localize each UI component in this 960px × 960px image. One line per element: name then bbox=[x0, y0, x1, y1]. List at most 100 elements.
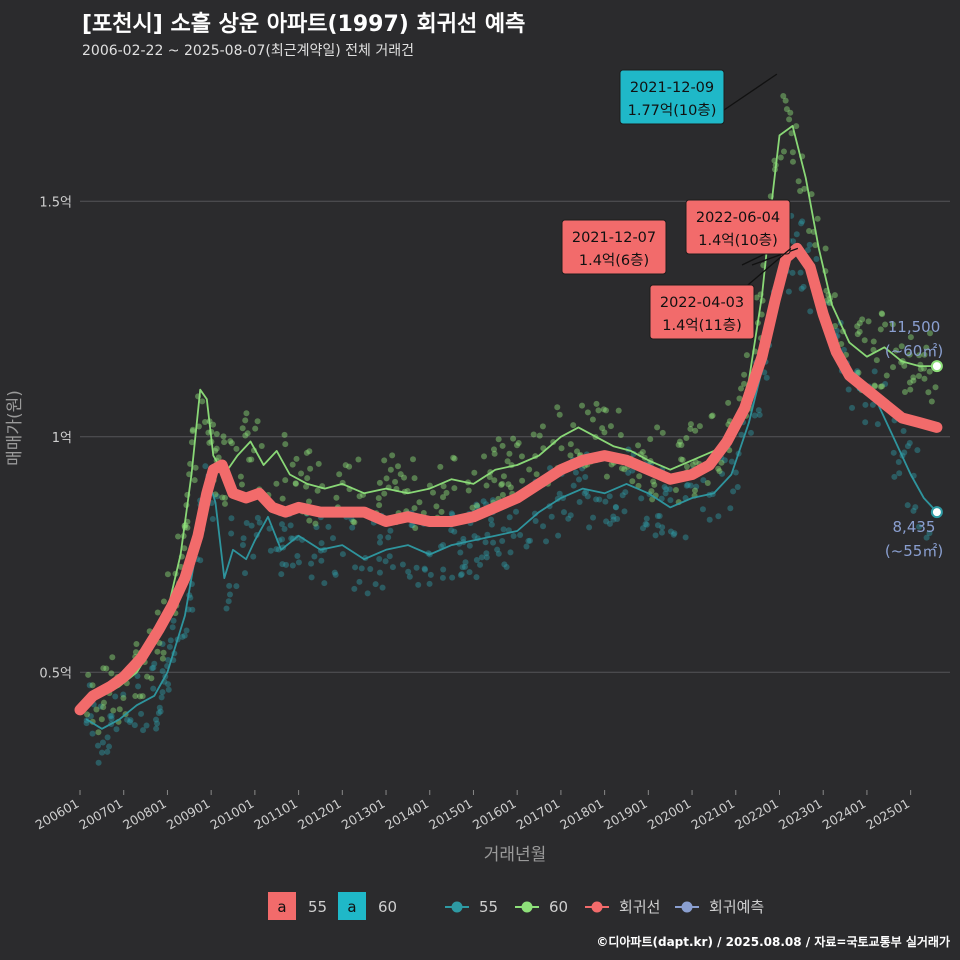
scatter-point-55 bbox=[138, 710, 145, 717]
scatter-point-60 bbox=[451, 455, 458, 462]
series-line-회귀선 bbox=[74, 242, 943, 716]
legend-item-label: 55 bbox=[479, 898, 498, 916]
scatter-point-60 bbox=[215, 454, 222, 461]
scatter-point-55 bbox=[683, 482, 690, 489]
scatter-point-55 bbox=[895, 459, 902, 466]
scatter-point-60 bbox=[715, 465, 722, 472]
scatter-point-55 bbox=[755, 407, 762, 414]
series-end-value-55: 8,435 bbox=[893, 518, 936, 536]
scatter-point-60 bbox=[871, 383, 878, 390]
scatter-point-55 bbox=[165, 686, 172, 693]
scatter-point-55 bbox=[610, 516, 617, 523]
scatter-point-55 bbox=[332, 571, 339, 578]
x-tick-label: 200601 bbox=[33, 796, 82, 833]
scatter-point-60 bbox=[636, 473, 643, 480]
scatter-point-60 bbox=[228, 440, 235, 447]
scatter-point-55 bbox=[405, 568, 412, 575]
scatter-point-60 bbox=[490, 446, 497, 453]
scatter-point-60 bbox=[282, 477, 289, 484]
scatter-point-60 bbox=[743, 352, 750, 359]
scatter-point-60 bbox=[505, 481, 512, 488]
scatter-point-55 bbox=[483, 550, 490, 557]
scatter-point-60 bbox=[526, 466, 533, 473]
scatter-point-55 bbox=[321, 580, 328, 587]
scatter-point-55 bbox=[727, 505, 734, 512]
scatter-point-55 bbox=[107, 713, 114, 720]
legend-key-label: 55 bbox=[308, 898, 327, 916]
scatter-point-60 bbox=[873, 357, 880, 364]
scatter-point-60 bbox=[738, 385, 745, 392]
scatter-point-55 bbox=[239, 542, 246, 549]
scatter-point-55 bbox=[619, 492, 626, 499]
scatter-point-55 bbox=[399, 561, 406, 568]
scatter-point-60 bbox=[100, 704, 107, 711]
scatter-point-60 bbox=[481, 453, 488, 460]
scatter-point-60 bbox=[273, 480, 280, 487]
scatter-point-55 bbox=[596, 496, 603, 503]
scatter-point-55 bbox=[871, 368, 878, 375]
scatter-point-55 bbox=[349, 524, 356, 531]
scatter-point-55 bbox=[426, 580, 433, 587]
x-axis: 2006012007012008012009012010012011012012… bbox=[33, 790, 912, 832]
scatter-point-60 bbox=[154, 648, 161, 655]
scatter-point-55 bbox=[540, 523, 547, 530]
scatter-point-60 bbox=[258, 443, 265, 450]
scatter-point-55 bbox=[896, 470, 903, 477]
scatter-point-55 bbox=[179, 633, 186, 640]
scatter-point-60 bbox=[648, 488, 655, 495]
scatter-point-55 bbox=[266, 525, 273, 532]
scatter-point-60 bbox=[593, 400, 600, 407]
scatter-point-55 bbox=[658, 529, 665, 536]
scatter-point-55 bbox=[510, 532, 517, 539]
scatter-point-55 bbox=[473, 574, 480, 581]
scatter-point-60 bbox=[219, 494, 226, 501]
scatter-point-55 bbox=[471, 533, 478, 540]
scatter-point-55 bbox=[500, 526, 507, 533]
scatter-point-60 bbox=[191, 477, 198, 484]
legend-marker bbox=[591, 901, 603, 913]
scatter-point-55 bbox=[329, 535, 336, 542]
scatter-point-60 bbox=[389, 452, 396, 459]
scatter-point-55 bbox=[131, 722, 138, 729]
scatter-point-55 bbox=[358, 565, 365, 572]
scatter-point-55 bbox=[813, 256, 820, 263]
scatter-point-60 bbox=[192, 464, 199, 471]
scatter-point-60 bbox=[861, 337, 868, 344]
scatter-point-55 bbox=[104, 734, 111, 741]
scatter-point-55 bbox=[99, 749, 106, 756]
scatter-point-55 bbox=[565, 515, 572, 522]
x-tick-label: 202201 bbox=[732, 796, 781, 833]
scatter-point-55 bbox=[606, 493, 613, 500]
scatter-point-60 bbox=[615, 407, 622, 414]
scatter-point-55 bbox=[157, 708, 164, 715]
legend-item-label: 회귀예측 bbox=[709, 898, 764, 916]
scatter-point-55 bbox=[640, 525, 647, 532]
annotation-date: 2021-12-09 bbox=[630, 80, 714, 96]
scatter-point-55 bbox=[576, 498, 583, 505]
scatter-point-60 bbox=[603, 473, 610, 480]
scatter-point-55 bbox=[621, 508, 628, 515]
scatter-point-55 bbox=[112, 693, 119, 700]
scatter-point-55 bbox=[700, 477, 707, 484]
x-tick-label: 201001 bbox=[208, 796, 257, 833]
scatter-point-55 bbox=[904, 502, 911, 509]
scatter-point-60 bbox=[855, 369, 862, 376]
scatter-point-60 bbox=[246, 456, 253, 463]
scatter-point-60 bbox=[736, 395, 743, 402]
scatter-point-60 bbox=[915, 373, 922, 380]
scatter-point-55 bbox=[612, 503, 619, 510]
scatter-point-60 bbox=[342, 462, 349, 469]
scatter-point-60 bbox=[243, 410, 250, 417]
scatter-point-60 bbox=[307, 465, 314, 472]
scatter-point-60 bbox=[780, 92, 787, 99]
scatter-point-60 bbox=[932, 384, 939, 391]
scatter-point-55 bbox=[308, 560, 315, 567]
scatter-point-60 bbox=[859, 316, 866, 323]
scatter-point-55 bbox=[687, 482, 694, 489]
scatter-point-55 bbox=[732, 469, 739, 476]
scatter-point-55 bbox=[747, 429, 754, 436]
scatter-point-55 bbox=[451, 528, 458, 535]
scatter-point-60 bbox=[856, 328, 863, 335]
scatter-point-60 bbox=[499, 491, 506, 498]
